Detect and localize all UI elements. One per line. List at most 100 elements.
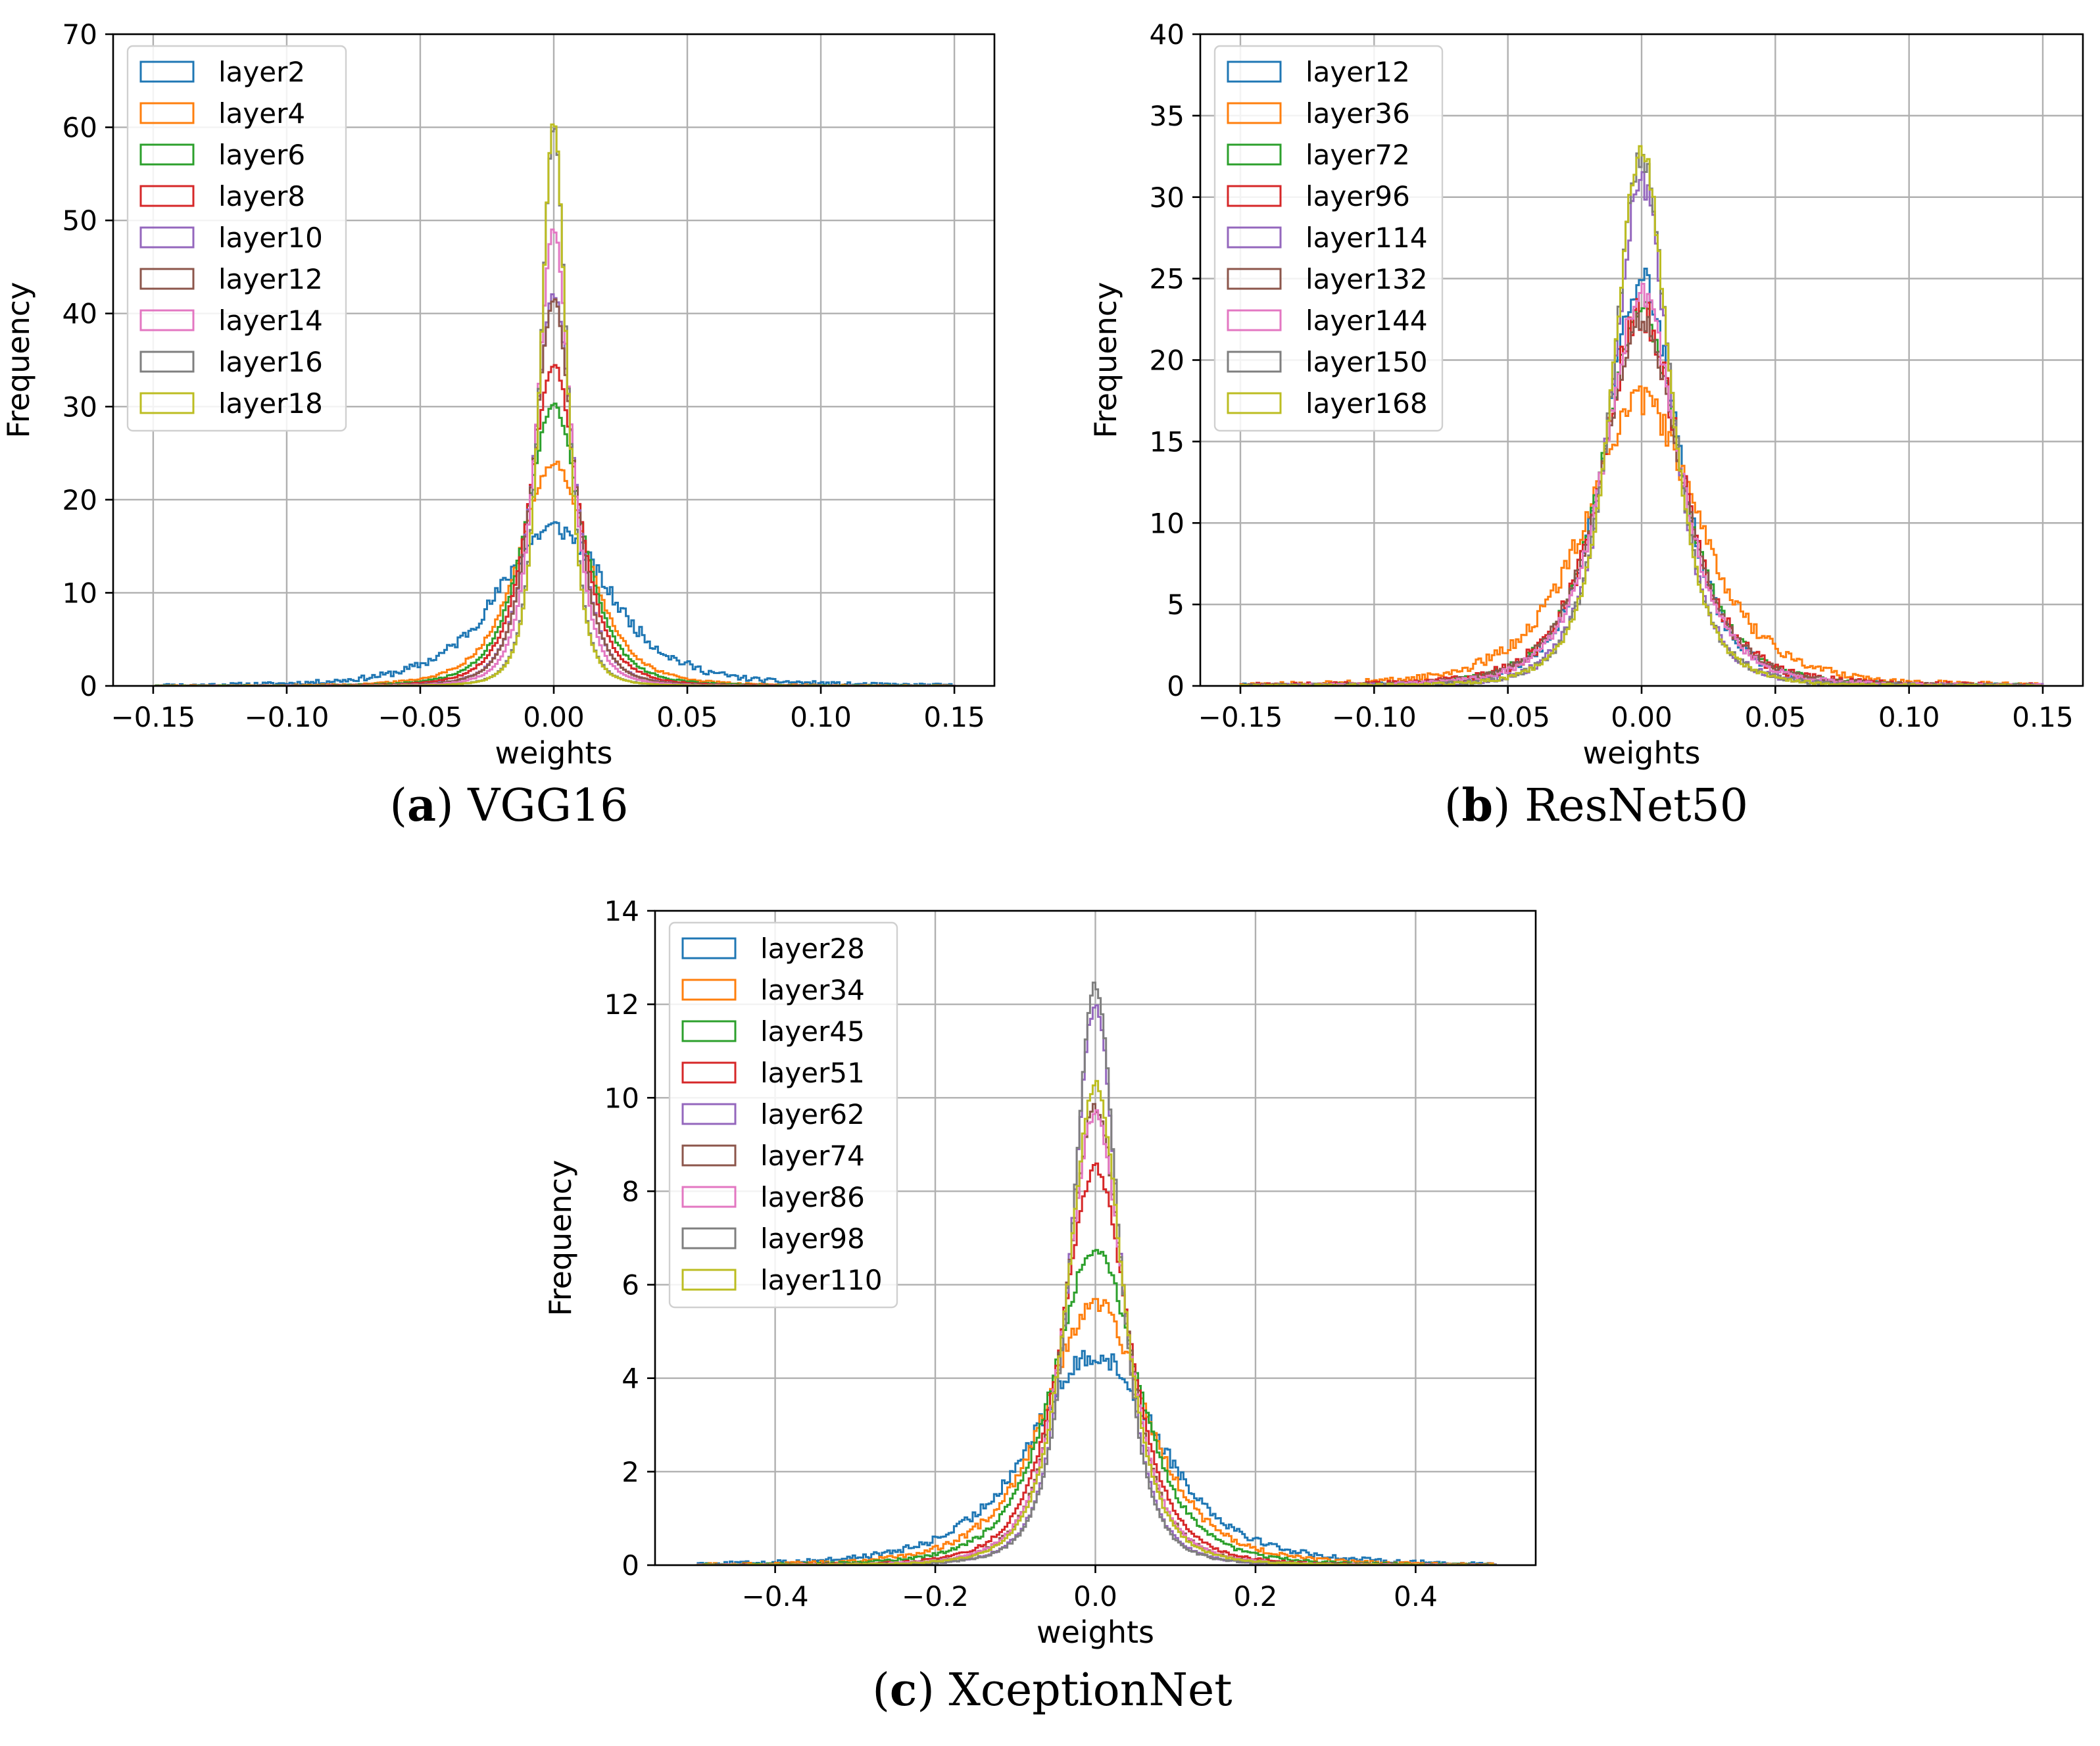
legend-label: layer8: [218, 180, 305, 212]
y-tick-label: 4: [622, 1363, 639, 1395]
y-tick-label: 10: [1150, 507, 1184, 539]
legend: layer12 layer36 layer72 layer96 layer114 laye…: [1213, 45, 1444, 432]
legend-swatch-layer10: [139, 226, 195, 249]
legend-label: layer18: [218, 387, 323, 420]
legend-swatch-layer8: [139, 185, 195, 207]
x-tick-label: 0.0: [1073, 1580, 1117, 1613]
x-tick-label: 0.2: [1234, 1580, 1278, 1613]
x-tick-label: −0.15: [111, 701, 196, 733]
y-tick-label: 0: [622, 1549, 639, 1582]
y-tick-label: 5: [1167, 589, 1184, 621]
y-tick-label: 30: [1150, 182, 1184, 214]
legend-label: layer16: [218, 346, 323, 378]
x-tick-label: −0.10: [1332, 701, 1417, 733]
legend-swatch-layer4: [139, 102, 195, 124]
legend: layer2 layer4 layer6 layer8 layer10 layer12 la…: [126, 45, 347, 432]
y-tick-label: 12: [604, 988, 639, 1021]
legend-label: layer51: [760, 1057, 865, 1089]
x-tick-label: −0.05: [378, 701, 463, 733]
legend-label: layer12: [218, 263, 323, 295]
legend-label: layer36: [1306, 97, 1410, 130]
legend-swatch-layer6: [139, 143, 195, 166]
x-tick-label: 0.05: [1745, 701, 1807, 733]
y-tick-label: 0: [1167, 670, 1184, 702]
legend-label: layer4: [218, 97, 305, 130]
x-tick-label: −0.10: [245, 701, 330, 733]
y-tick-label: 20: [62, 484, 97, 516]
legend-swatch-layer86: [681, 1186, 737, 1208]
legend-swatch-layer28: [681, 937, 737, 959]
histogram-layer28: [695, 1349, 1497, 1565]
x-tick-label: 0.00: [1611, 701, 1673, 733]
y-tick-label: 14: [604, 895, 639, 927]
legend-label: layer62: [760, 1098, 865, 1130]
legend-swatch-layer150: [1227, 351, 1282, 373]
legend-label: layer150: [1306, 346, 1428, 378]
x-tick-label: −0.4: [742, 1580, 809, 1613]
legend-label: layer34: [760, 974, 865, 1006]
legend-label: layer28: [760, 933, 865, 965]
y-axis-label: Frequency: [543, 1160, 578, 1317]
legend: layer28 layer34 layer45 layer51 layer62 layer…: [668, 921, 898, 1309]
panel-resnet50: −0.15 −0.10 −0.05 0.00 0.05 0.10 0.15 0 5 10 15 20 2…: [1088, 18, 2084, 832]
legend-label: layer14: [218, 304, 323, 337]
x-axis-label: weights: [1037, 1614, 1154, 1650]
legend-label: layer132: [1306, 263, 1428, 295]
legend-swatch-layer14: [139, 309, 195, 331]
y-tick-label: 60: [62, 112, 97, 144]
histogram-layer36: [1239, 385, 2044, 686]
x-tick-label: 0.05: [656, 701, 718, 733]
legend-swatch-layer62: [681, 1103, 737, 1125]
legend-label: layer86: [760, 1181, 865, 1213]
legend-swatch-layer36: [1227, 102, 1282, 124]
y-tick-label: 70: [62, 18, 97, 51]
legend-swatch-layer114: [1227, 226, 1282, 249]
y-tick-label: 10: [604, 1082, 639, 1114]
legend-label: layer45: [760, 1015, 865, 1048]
y-tick-label: 10: [62, 577, 97, 609]
legend-label: layer6: [218, 139, 305, 171]
x-tick-label: 0.4: [1394, 1580, 1438, 1613]
legend-label: layer110: [760, 1264, 883, 1296]
legend-swatch-layer132: [1227, 268, 1282, 290]
legend-label: layer96: [1306, 180, 1410, 212]
x-axis-label: weights: [495, 735, 612, 771]
histogram-layer2: [153, 521, 955, 686]
legend-swatch-layer74: [681, 1144, 737, 1167]
legend-label: layer98: [760, 1223, 865, 1255]
y-axis-label: Frequency: [1, 282, 36, 439]
y-tick-label: 15: [1150, 425, 1184, 458]
y-tick-label: 6: [622, 1269, 639, 1301]
legend-swatch-layer51: [681, 1061, 737, 1084]
x-tick-label: 0.10: [1878, 701, 1940, 733]
panel-xceptionnet: −0.4 −0.2 0.0 0.2 0.4 0 2 4 6 8 10 12 14 weights Frequ…: [543, 895, 1537, 1716]
legend-label: layer168: [1306, 387, 1428, 420]
y-tick-label: 20: [1150, 345, 1184, 377]
panel-caption: (c) XceptionNet: [872, 1664, 1232, 1716]
panel-caption: (b) ResNet50: [1444, 779, 1748, 832]
legend-swatch-layer144: [1227, 309, 1282, 331]
legend-swatch-layer72: [1227, 143, 1282, 166]
y-tick-label: 2: [622, 1456, 639, 1488]
x-tick-label: 0.10: [790, 701, 852, 733]
legend-swatch-layer168: [1227, 392, 1282, 414]
panel-vgg16: −0.15 −0.10 −0.05 0.00 0.05 0.10 0.15 0 10 20 30 40…: [1, 18, 996, 832]
legend-swatch-layer110: [681, 1269, 737, 1291]
x-tick-label: 0.00: [523, 701, 585, 733]
panel-caption: (a) VGG16: [389, 779, 628, 832]
legend-label: layer10: [218, 222, 323, 254]
legend-swatch-layer34: [681, 979, 737, 1001]
legend-swatch-layer98: [681, 1227, 737, 1249]
legend-label: layer74: [760, 1140, 865, 1172]
y-tick-label: 40: [62, 298, 97, 330]
legend-swatch-layer12: [139, 268, 195, 290]
legend-swatch-layer18: [139, 392, 195, 414]
y-tick-label: 8: [622, 1175, 639, 1207]
y-tick-label: 40: [1150, 18, 1184, 51]
legend-label: layer12: [1306, 56, 1410, 88]
y-tick-label: 35: [1150, 100, 1184, 132]
x-tick-label: −0.2: [902, 1580, 969, 1613]
legend-swatch-layer45: [681, 1020, 737, 1042]
x-tick-label: −0.15: [1198, 701, 1283, 733]
